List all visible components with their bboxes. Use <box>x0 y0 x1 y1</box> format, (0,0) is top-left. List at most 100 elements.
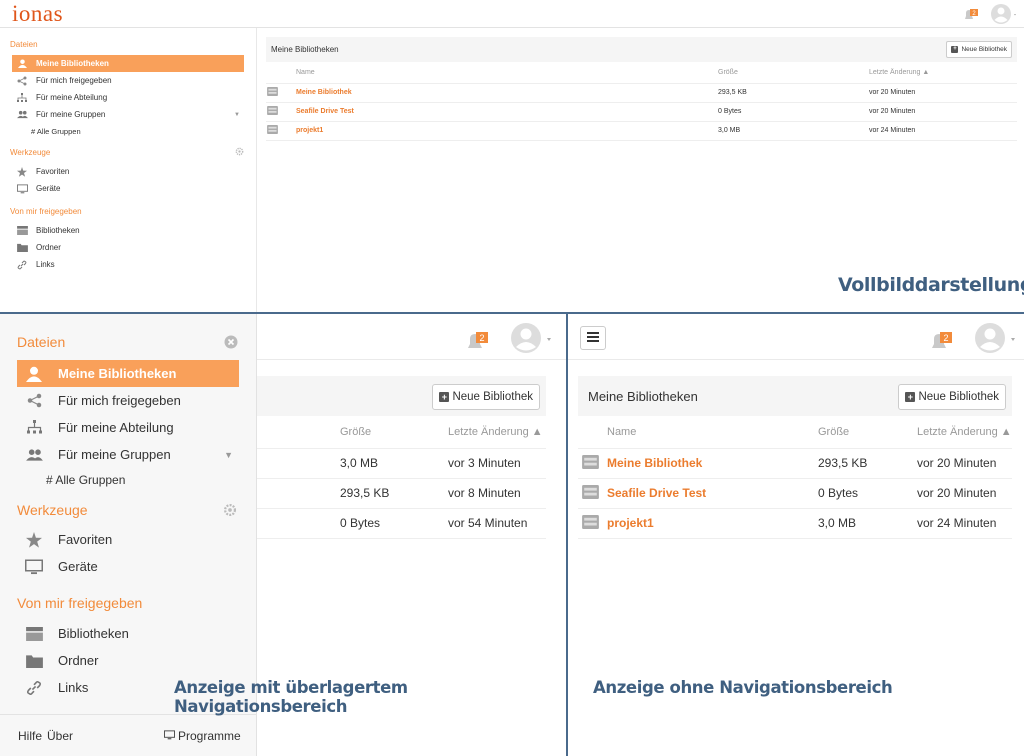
library-icon <box>266 83 296 103</box>
table-row[interactable]: projekt1 3,0 MB vor 24 Minuten <box>266 121 1017 141</box>
sidebar-item-ordner[interactable]: Ordner <box>12 239 244 256</box>
chevron-down-icon[interactable]: ▼ <box>224 449 233 460</box>
sidebar-item-geraete[interactable]: Geräte <box>12 180 244 197</box>
menu-button[interactable] <box>580 326 606 350</box>
caption-vollbild: Vollbilddarstellung <box>838 274 1024 296</box>
library-size: 0 Bytes <box>340 508 448 539</box>
column-modified[interactable]: Letzte Änderung ▲ <box>448 416 546 449</box>
new-library-label: Neue Bibliothek <box>918 391 999 403</box>
library-size: 3,0 MB <box>818 508 917 539</box>
library-icon <box>24 626 44 641</box>
user-avatar-icon[interactable] <box>974 322 1020 359</box>
top-bar: 2 <box>568 314 1024 360</box>
new-library-button[interactable]: + Neue Bibliothek <box>946 41 1012 58</box>
help-link[interactable]: Hilfe <box>18 729 43 743</box>
sidebar: Dateien Meine Bibliotheken Für mich frei… <box>0 28 257 312</box>
sidebar-item-fuer-mich[interactable]: Für mich freigegeben <box>17 387 239 414</box>
notification-bell-icon[interactable]: 2 <box>466 330 490 355</box>
sidebar-item-meine-bibliotheken[interactable]: Meine Bibliotheken <box>12 55 244 72</box>
panel-title: Meine Bibliotheken <box>271 45 339 54</box>
star-icon <box>24 531 44 548</box>
table-row[interactable]: Seafile Drive Test 0 Bytes vor 20 Minute… <box>578 478 1012 509</box>
panel-header: Meine Bibliotheken + Neue Bibliothek <box>266 37 1017 62</box>
hamburger-icon <box>587 329 599 347</box>
sidebar-item-alle-gruppen[interactable]: # Alle Gruppen <box>31 127 81 136</box>
library-modified: vor 20 Minuten <box>869 83 1017 103</box>
notification-bell-icon[interactable]: 2 <box>930 330 954 355</box>
column-name[interactable]: Name <box>607 416 818 449</box>
sidebar-item-geraete[interactable]: Geräte <box>17 553 239 580</box>
user-icon <box>24 366 44 382</box>
column-size[interactable]: Größe <box>718 62 869 84</box>
library-name[interactable]: Meine Bibliothek <box>607 448 818 479</box>
section-von-mir: Von mir freigegeben <box>10 207 82 216</box>
about-link[interactable]: Über <box>47 729 74 743</box>
library-name[interactable]: Seafile Drive Test <box>607 478 818 509</box>
column-name[interactable]: Name <box>296 62 718 84</box>
library-icon <box>266 121 296 141</box>
user-avatar-icon[interactable] <box>990 3 1018 30</box>
new-library-label: Neue Bibliothek <box>452 391 533 403</box>
sidebar-item-favoriten[interactable]: Favoriten <box>12 163 244 180</box>
sidebar-item-fuer-mich[interactable]: Für mich freigegeben <box>12 72 244 89</box>
library-size: 293,5 KB <box>718 83 869 103</box>
table-row[interactable]: 293,5 KB vor 8 Minuten <box>246 478 546 509</box>
column-size[interactable]: Größe <box>340 416 448 449</box>
library-name[interactable]: Meine Bibliothek <box>296 83 718 103</box>
sidebar-item-meine-bibliotheken[interactable]: Meine Bibliotheken <box>17 360 239 387</box>
sidebar-item-alle-gruppen[interactable]: # Alle Gruppen <box>46 473 126 487</box>
logo[interactable]: ionas <box>12 1 64 26</box>
library-size: 0 Bytes <box>818 478 917 509</box>
sidebar-item-gruppen[interactable]: Für meine Gruppen ▼ <box>12 106 244 123</box>
table-row[interactable]: Meine Bibliothek 293,5 KB vor 20 Minuten <box>266 83 1017 103</box>
table-row[interactable]: projekt1 3,0 MB vor 24 Minuten <box>578 508 1012 539</box>
library-modified: vor 20 Minuten <box>917 448 1012 479</box>
new-library-button[interactable]: + Neue Bibliothek <box>898 384 1006 410</box>
section-von-mir: Von mir freigegeben <box>17 595 143 611</box>
sidebar-item-label: Ordner <box>36 243 61 252</box>
sidebar-item-label: Bibliotheken <box>36 226 80 235</box>
sidebar-item-label: Für mich freigegeben <box>58 393 181 408</box>
library-name[interactable]: Seafile Drive Test <box>296 102 718 122</box>
library-table: Größe Letzte Änderung ▲ 3,0 MB vor 3 Min… <box>246 416 546 539</box>
library-name[interactable]: projekt1 <box>607 508 818 539</box>
sidebar-item-links[interactable]: Links <box>12 256 244 273</box>
top-bar: ionas 2 <box>0 0 1024 28</box>
notification-bell-icon[interactable]: 2 <box>963 7 979 26</box>
table-row[interactable]: 3,0 MB vor 3 Minuten <box>246 448 546 479</box>
library-modified: vor 8 Minuten <box>448 478 546 509</box>
table-row[interactable]: Seafile Drive Test 0 Bytes vor 20 Minute… <box>266 102 1017 122</box>
sidebar-item-gruppen[interactable]: Für meine Gruppen ▼ <box>17 441 239 468</box>
sidebar-item-ordner[interactable]: Ordner <box>17 647 239 674</box>
close-icon[interactable] <box>224 335 238 352</box>
sidebar-item-links[interactable]: Links <box>17 674 239 701</box>
sidebar-item-label: Meine Bibliotheken <box>58 366 177 381</box>
share-icon <box>24 393 44 408</box>
sidebar-item-bibliotheken[interactable]: Bibliotheken <box>12 222 244 239</box>
programs-link[interactable]: Programme <box>164 729 241 743</box>
column-modified[interactable]: Letzte Änderung ▲ <box>869 62 1017 84</box>
section-dateien: Dateien <box>10 40 38 49</box>
library-name[interactable]: projekt1 <box>296 121 718 141</box>
new-library-button[interactable]: + Neue Bibliothek <box>432 384 540 410</box>
sidebar-item-favoriten[interactable]: Favoriten <box>17 526 239 553</box>
section-dateien: Dateien <box>17 334 66 350</box>
column-size[interactable]: Größe <box>818 416 917 449</box>
org-chart-icon <box>24 420 44 435</box>
sidebar-item-bibliotheken[interactable]: Bibliotheken <box>17 620 239 647</box>
sidebar-item-abteilung[interactable]: Für meine Abteilung <box>17 414 239 441</box>
notification-badge: 2 <box>972 11 976 17</box>
gear-icon[interactable] <box>223 503 237 520</box>
table-row[interactable]: 0 Bytes vor 54 Minuten <box>246 508 546 539</box>
table-row[interactable]: Meine Bibliothek 293,5 KB vor 20 Minuten <box>578 448 1012 479</box>
panel-header: Meine Bibliotheken + Neue Bibliothek <box>578 376 1012 416</box>
sidebar-item-abteilung[interactable]: Für meine Abteilung <box>12 89 244 106</box>
user-avatar-icon[interactable] <box>510 322 556 359</box>
section-werkzeuge: Werkzeuge <box>17 502 88 518</box>
share-icon <box>16 76 28 86</box>
chevron-down-icon[interactable]: ▼ <box>234 111 240 118</box>
gear-icon[interactable] <box>235 147 244 158</box>
new-library-label: Neue Bibliothek <box>961 46 1007 53</box>
section-werkzeuge: Werkzeuge <box>10 148 51 157</box>
column-modified[interactable]: Letzte Änderung ▲ <box>917 416 1012 449</box>
